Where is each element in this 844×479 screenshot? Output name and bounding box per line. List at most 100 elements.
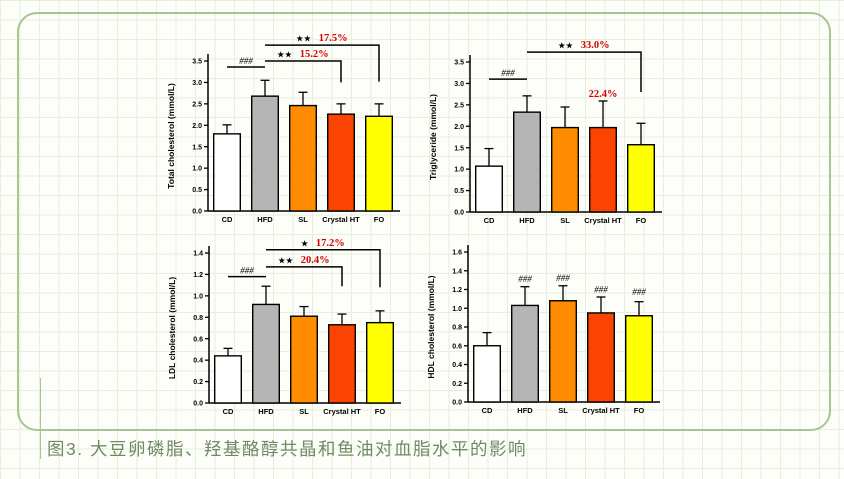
y-tick-label: 0.0 (192, 209, 202, 216)
x-tick-label-cd: CD (482, 406, 493, 415)
y-tick-label: 1.2 (193, 272, 203, 279)
y-axis-title: Triglyceride (mmol/L) (428, 94, 438, 180)
bar-hfd (512, 111, 541, 213)
y-tick-label: 0.8 (193, 315, 203, 322)
x-tick-label-hfd: HFD (517, 406, 533, 415)
y-axis-title: Total cholesterol (mmol/L) (166, 83, 176, 189)
x-tick-label-crystal-ht: Crystal HT (323, 407, 361, 416)
hash-label: ### (518, 274, 532, 284)
figure-caption: 图3. 大豆卵磷脂、羟基酪醇共晶和鱼油对血脂水平的影响 (47, 439, 527, 459)
x-tick-label-hfd: HFD (257, 215, 273, 224)
y-tick-label: 1.6 (452, 250, 462, 257)
y-tick-label: 1.4 (452, 268, 462, 275)
y-tick-label: 2.0 (454, 124, 464, 131)
y-tick-label: 1.5 (192, 144, 202, 151)
x-tick-label-crystal-ht: Crystal HT (582, 406, 620, 415)
y-tick-label: 0.0 (454, 210, 464, 217)
bar-cd (212, 133, 241, 212)
percent-label: 22.4% (589, 89, 618, 100)
y-tick-label: 1.4 (193, 251, 203, 258)
significance-bracket (527, 51, 642, 92)
bracket-label: ★★ 17.5% (296, 33, 347, 44)
y-tick-label: 0.5 (192, 187, 202, 194)
hash-label: ### (632, 287, 646, 297)
bar-cd (472, 345, 501, 403)
bar-sl (289, 315, 318, 404)
decorative-vertical-line (40, 378, 41, 459)
hash-label: ### (594, 284, 608, 294)
bar-cd (213, 355, 242, 404)
x-tick-label-crystal-ht: Crystal HT (584, 216, 622, 225)
x-tick-label-sl: SL (298, 215, 308, 224)
x-tick-label-crystal-ht: Crystal HT (322, 215, 360, 224)
hash-label: ### (239, 56, 253, 66)
x-tick-label-fo: FO (634, 406, 645, 415)
bar-crystal-ht (327, 324, 356, 404)
x-tick-label-fo: FO (636, 216, 647, 225)
bracket-label: ★★ 20.4% (278, 255, 329, 266)
x-tick-label-cd: CD (223, 407, 234, 416)
bar-hfd (510, 304, 539, 403)
bar-hfd (251, 303, 280, 404)
bar-fo (624, 315, 653, 403)
significance-bracket (265, 44, 380, 82)
bar-fo (364, 115, 393, 212)
bar-cd (474, 165, 503, 213)
y-axis-title: LDL cholesterol (mmol/L) (167, 277, 177, 379)
chart-hdl-cholesterol: 0.0 0.2 0.4 0.6 0.8 1.0 1.2 1.4 1.6 HDL cholester… (426, 245, 660, 415)
y-tick-label: 2.0 (192, 123, 202, 130)
bar-hfd (250, 95, 279, 212)
y-tick-label: 1.0 (192, 166, 202, 173)
y-tick-label: 3.5 (454, 60, 464, 67)
y-tick-label: 0.8 (452, 325, 462, 332)
y-tick-label: 0.2 (452, 381, 462, 388)
y-tick-label: 0.4 (452, 362, 462, 369)
bar-sl (288, 104, 317, 212)
y-tick-label: 0.0 (193, 401, 203, 408)
bar-sl (550, 126, 579, 213)
bracket-label: ★★ 15.2% (277, 49, 328, 60)
y-tick-label: 2.5 (192, 101, 202, 108)
significance-bracket (266, 249, 381, 288)
bar-crystal-ht (588, 126, 617, 213)
chart-total-cholesterol: 0.0 0.5 1.0 1.5 2.0 2.5 3.0 3.5 Total cholestero… (166, 33, 400, 224)
x-tick-label-cd: CD (222, 215, 233, 224)
x-tick-label-sl: SL (558, 406, 568, 415)
y-tick-label: 0.2 (193, 379, 203, 386)
y-tick-label: 1.2 (452, 287, 462, 294)
x-tick-label-hfd: HFD (258, 407, 274, 416)
hash-label: ### (501, 68, 515, 78)
bar-crystal-ht (586, 312, 615, 403)
bar-crystal-ht (326, 113, 355, 212)
y-tick-label: 0.5 (454, 188, 464, 195)
y-tick-label: 1.0 (452, 306, 462, 313)
x-tick-label-sl: SL (299, 407, 309, 416)
y-tick-label: 0.4 (193, 358, 203, 365)
bar-sl (548, 300, 577, 403)
x-tick-label-sl: SL (560, 216, 570, 225)
bracket-label: ★ 17.2% (301, 238, 345, 249)
hash-label: ### (240, 266, 254, 276)
x-tick-label-cd: CD (484, 216, 495, 225)
x-tick-label-hfd: HFD (519, 216, 535, 225)
hash-label: ### (556, 273, 570, 283)
bar-fo (365, 321, 394, 404)
x-tick-label-fo: FO (374, 215, 385, 224)
y-tick-label: 1.0 (193, 293, 203, 300)
y-tick-label: 1.5 (454, 145, 464, 152)
y-tick-label: 3.0 (192, 80, 202, 87)
x-tick-label-fo: FO (375, 407, 386, 416)
y-tick-label: 0.6 (452, 343, 462, 350)
y-tick-label: 0.6 (193, 336, 203, 343)
chart-ldl-cholesterol: 0.0 0.2 0.4 0.6 0.8 1.0 1.2 1.4 LDL cholesterol … (167, 238, 401, 416)
significance-bracket (265, 60, 342, 83)
bracket-label: ★★ 33.0% (558, 40, 609, 51)
y-tick-label: 2.5 (454, 102, 464, 109)
y-tick-label: 3.0 (454, 81, 464, 88)
significance-bracket (266, 266, 343, 287)
y-tick-label: 0.0 (452, 400, 462, 407)
chart-triglyceride: 0.0 0.5 1.0 1.5 2.0 2.5 3.0 3.5 Triglyceride (mm… (428, 40, 662, 225)
y-tick-label: 1.0 (454, 167, 464, 174)
y-tick-label: 3.5 (192, 59, 202, 66)
bar-fo (626, 144, 655, 213)
